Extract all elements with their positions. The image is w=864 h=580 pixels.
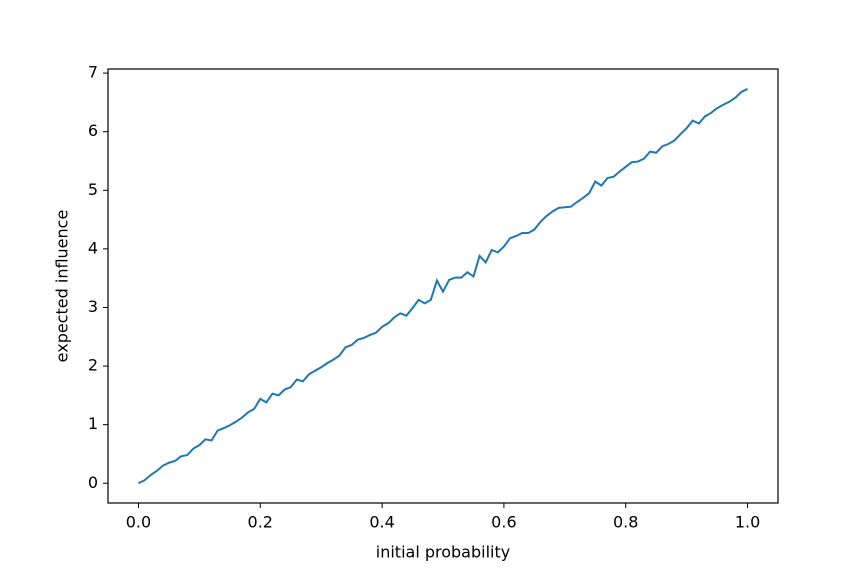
x-tick-label: 0.8 [613, 513, 638, 532]
y-tick-label: 7 [88, 63, 98, 82]
x-tick-label: 0.6 [491, 513, 516, 532]
x-tick-label: 0.4 [369, 513, 394, 532]
y-axis-label: expected influence [53, 210, 72, 363]
x-tick-label: 0.2 [248, 513, 273, 532]
y-tick-label: 5 [88, 180, 98, 199]
y-tick-label: 0 [88, 473, 98, 492]
line [138, 88, 748, 485]
y-tick-label: 2 [88, 356, 98, 375]
y-tick-label: 6 [88, 121, 98, 140]
y-tick-label: 1 [88, 414, 98, 433]
y-tick-label: 4 [88, 238, 98, 257]
y-tick-label: 3 [88, 297, 98, 316]
plot-frame [107, 68, 779, 504]
x-axis-label: initial probability [376, 543, 510, 562]
x-tick-label: 0.0 [126, 513, 151, 532]
x-tick-label: 1.0 [735, 513, 760, 532]
